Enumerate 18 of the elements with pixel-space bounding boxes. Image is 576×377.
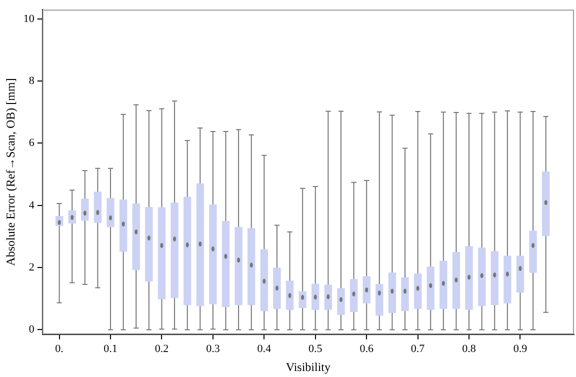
x-tick-label: 0.8 [462,342,476,355]
y-tick-label: 0 [28,324,35,336]
y-tick-label: 6 [28,137,35,150]
x-tick-label: 0.6 [360,342,374,355]
x-tick-label: 0.1 [104,342,118,355]
y-tick-label: 10 [23,12,35,25]
x-tick-label: 0.9 [513,342,528,355]
x-axis-title: Visibility [286,360,331,374]
y-axis-title: Absolute Error (Ref→Scan, OB) [mm] [3,78,18,266]
x-tick-label: 0.5 [308,342,323,355]
y-tick-label: 4 [28,199,35,212]
y-tick-label: 2 [28,261,34,274]
x-tick-label: 0. [55,342,64,355]
x-tick-label: 0.2 [154,342,169,355]
x-tick-label: 0.3 [206,342,220,355]
x-tick-label: 0.4 [257,342,272,355]
x-tick-label: 0.7 [410,342,426,355]
y-tick-label: 8 [28,74,35,87]
